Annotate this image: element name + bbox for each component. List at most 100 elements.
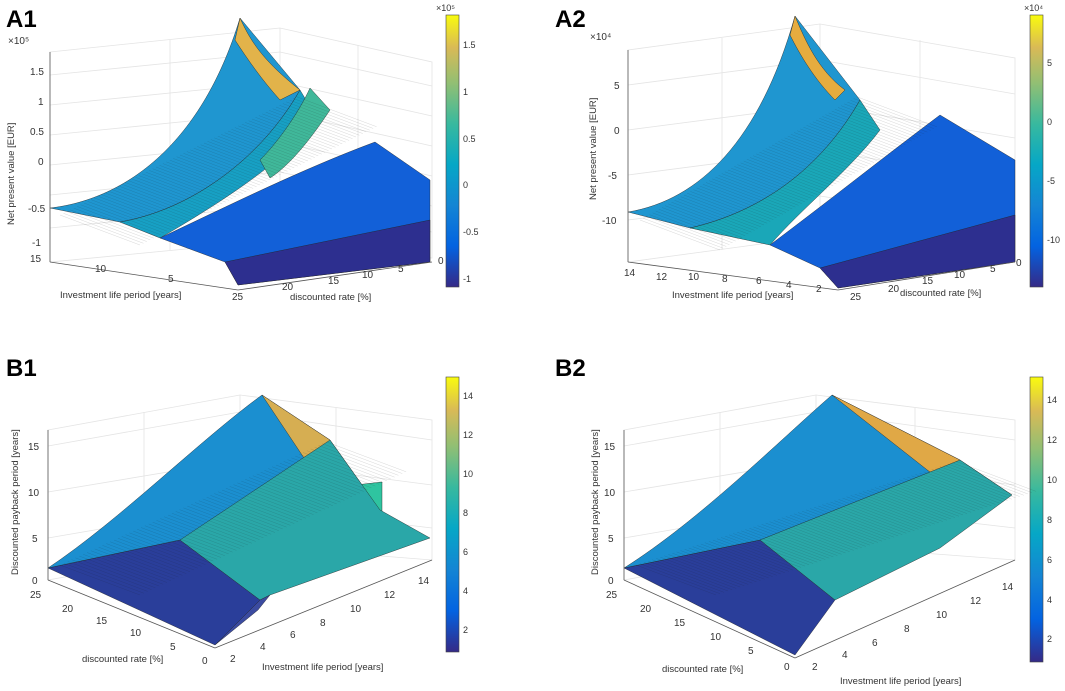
mesh-line bbox=[310, 448, 391, 480]
b2-colorbar: 2 4 6 8 10 12 14 bbox=[1029, 376, 1057, 663]
a2-x-tick: 14 bbox=[624, 268, 636, 279]
b1-y-axis: 25 20 15 10 5 0 discounted rate [%] bbox=[30, 579, 216, 667]
mesh-line bbox=[716, 538, 798, 569]
mesh-line bbox=[194, 502, 276, 533]
mesh-line bbox=[193, 148, 274, 179]
mesh-line bbox=[125, 534, 206, 565]
b2-surface-front bbox=[759, 459, 1013, 601]
b1-y-tick: 10 bbox=[130, 628, 142, 639]
mesh-line bbox=[649, 214, 730, 245]
mesh-line bbox=[828, 112, 909, 143]
a2-surface bbox=[627, 15, 1016, 289]
mesh-line bbox=[90, 199, 171, 230]
mesh-line bbox=[740, 162, 821, 193]
mesh-line bbox=[809, 123, 890, 154]
mesh-line bbox=[797, 512, 879, 543]
mesh-line bbox=[245, 122, 326, 153]
mesh-line bbox=[718, 175, 799, 206]
a2-cb-tick: 0 bbox=[1047, 117, 1052, 127]
mesh-line bbox=[183, 153, 264, 184]
mesh-line bbox=[129, 532, 210, 563]
mesh-line bbox=[781, 517, 862, 548]
mesh-line bbox=[831, 110, 912, 142]
b1-x-tick: 4 bbox=[260, 642, 266, 653]
b2-z-label: Discounted payback period [years] bbox=[590, 429, 601, 575]
mesh-line bbox=[179, 154, 261, 186]
a2-x-tick: 12 bbox=[656, 272, 668, 283]
mesh-line bbox=[883, 484, 964, 516]
mesh-line bbox=[140, 527, 222, 558]
mesh-line bbox=[224, 132, 305, 163]
mesh-line bbox=[847, 102, 928, 133]
mesh-line bbox=[202, 498, 283, 530]
a1-z-tick: -1 bbox=[32, 238, 41, 249]
b1-colorbar-bar bbox=[445, 376, 460, 653]
a1-cb-tick: -1 bbox=[463, 274, 471, 284]
mesh-line bbox=[822, 116, 903, 147]
a1-y-tick: 5 bbox=[398, 264, 404, 275]
b2-z-axis: 0 5 10 15 Discounted payback period [yea… bbox=[590, 429, 625, 587]
mesh-line bbox=[265, 112, 346, 143]
mesh-line bbox=[186, 151, 267, 182]
a1-surface-peak bbox=[234, 17, 301, 101]
mesh-line bbox=[248, 477, 330, 508]
mesh-line bbox=[128, 180, 209, 211]
a1-x-tick: 15 bbox=[30, 254, 42, 265]
mesh-line bbox=[802, 511, 883, 542]
mesh-line bbox=[75, 557, 156, 588]
mesh-line bbox=[731, 168, 812, 199]
a1-y-label: discounted rate [%] bbox=[290, 292, 371, 303]
mesh-line bbox=[749, 528, 830, 559]
a1-y-tick: 10 bbox=[362, 270, 374, 281]
mesh-line bbox=[272, 466, 353, 497]
mesh-line bbox=[252, 475, 333, 506]
a1-cb-tick: 1.5 bbox=[463, 40, 476, 50]
b2-y-tick: 25 bbox=[606, 590, 618, 601]
mesh-line bbox=[674, 200, 755, 231]
b2-x-tick: 8 bbox=[904, 624, 910, 635]
mesh-line bbox=[761, 524, 842, 555]
mesh-line bbox=[705, 182, 787, 213]
mesh-line bbox=[725, 536, 806, 567]
mesh-line bbox=[639, 219, 721, 251]
mesh-line bbox=[696, 545, 777, 576]
mesh-line bbox=[733, 533, 814, 564]
b1-y-tick: 0 bbox=[202, 656, 208, 667]
mesh-line bbox=[264, 470, 345, 501]
mesh-line bbox=[200, 144, 281, 175]
mesh-line bbox=[258, 115, 339, 146]
mesh-line bbox=[787, 135, 868, 167]
b1-colorbar: 2 4 6 8 10 12 14 bbox=[445, 376, 473, 653]
b1-z-tick: 10 bbox=[28, 488, 40, 499]
mesh-line bbox=[118, 185, 199, 216]
mesh-line bbox=[771, 144, 853, 176]
mesh-line bbox=[98, 547, 179, 578]
mesh-line bbox=[856, 96, 937, 127]
surface-mesh bbox=[59, 96, 1036, 596]
mesh-line bbox=[895, 480, 976, 512]
mesh-line bbox=[745, 529, 826, 560]
a1-surface bbox=[49, 17, 431, 286]
mesh-line bbox=[241, 480, 322, 512]
a1-x-tick: 5 bbox=[168, 274, 174, 285]
panel-label-b1: B1 bbox=[6, 355, 37, 382]
mesh-line bbox=[743, 160, 824, 192]
a1-cb-tick: 1 bbox=[463, 87, 468, 97]
a2-y-tick: 20 bbox=[888, 284, 900, 295]
mesh-line bbox=[279, 105, 360, 136]
mesh-line bbox=[712, 178, 793, 210]
mesh-line bbox=[915, 474, 996, 505]
mesh-line bbox=[238, 125, 319, 156]
mesh-line bbox=[248, 120, 329, 151]
mesh-line bbox=[644, 562, 725, 593]
mesh-line bbox=[635, 564, 717, 596]
mesh-line bbox=[296, 96, 377, 127]
mesh-line bbox=[73, 208, 154, 239]
mesh-line bbox=[66, 211, 147, 242]
a1-y-tick: 15 bbox=[328, 276, 340, 287]
a1-z-tick: -0.5 bbox=[28, 204, 46, 215]
mesh-line bbox=[256, 473, 337, 505]
b1-z-tick: 5 bbox=[32, 534, 38, 545]
mesh-line bbox=[59, 564, 141, 596]
mesh-line bbox=[721, 173, 802, 204]
